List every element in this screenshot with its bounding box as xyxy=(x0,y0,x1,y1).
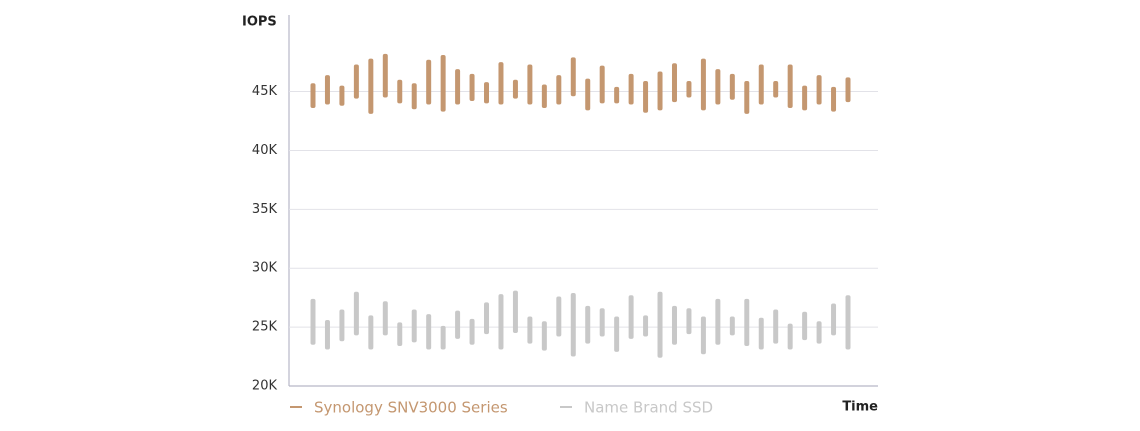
range-bar xyxy=(440,325,446,350)
range-bar xyxy=(339,85,345,106)
legend-label: Name Brand SSD xyxy=(584,399,713,417)
range-bar xyxy=(744,298,750,346)
range-bar xyxy=(715,298,721,345)
range-bar xyxy=(585,78,591,111)
range-bar xyxy=(382,301,388,336)
range-bar xyxy=(527,316,533,344)
range-bar xyxy=(802,311,808,341)
x-axis-title: Time xyxy=(842,400,878,415)
range-bar xyxy=(816,321,822,344)
range-bar xyxy=(802,85,808,111)
range-bar xyxy=(310,83,316,109)
range-bar xyxy=(700,316,706,355)
range-bar xyxy=(671,305,677,345)
range-bar xyxy=(498,294,504,350)
range-bar xyxy=(353,64,359,99)
legend-label: Synology SNV3000 Series xyxy=(314,399,508,417)
range-bar xyxy=(773,80,779,98)
range-bar xyxy=(469,318,475,345)
range-bar xyxy=(643,315,649,337)
range-bar xyxy=(715,69,721,105)
range-bar xyxy=(570,292,576,357)
range-bar xyxy=(512,79,518,99)
range-bar xyxy=(527,64,533,105)
range-bar xyxy=(469,73,475,101)
range-bar xyxy=(353,291,359,336)
range-bar xyxy=(411,83,417,110)
range-bar xyxy=(556,296,562,337)
range-bar xyxy=(657,291,663,358)
range-bar xyxy=(541,321,547,351)
range-bar xyxy=(787,323,793,350)
range-bar xyxy=(541,84,547,109)
range-bar xyxy=(628,295,634,339)
range-bar xyxy=(397,322,403,346)
range-bar xyxy=(671,63,677,103)
range-bar xyxy=(310,298,316,345)
range-bar xyxy=(686,308,692,335)
y-tick-label: 20K xyxy=(252,379,278,394)
range-bar xyxy=(845,77,851,103)
range-bar xyxy=(455,69,461,105)
range-bar xyxy=(455,310,461,339)
range-bar xyxy=(758,64,764,105)
range-bar xyxy=(614,316,620,352)
range-bar xyxy=(657,71,663,111)
range-bar xyxy=(758,317,764,350)
range-bar xyxy=(816,75,822,105)
range-bar xyxy=(787,64,793,109)
range-bar xyxy=(368,58,374,114)
range-bar xyxy=(324,75,330,105)
range-bar xyxy=(729,73,735,100)
range-bar xyxy=(411,309,417,343)
range-bar xyxy=(831,303,837,336)
y-tick-label: 45K xyxy=(252,84,278,99)
range-bar xyxy=(440,55,446,112)
range-bar xyxy=(585,305,591,344)
y-tick-label: 30K xyxy=(252,261,278,276)
range-bar xyxy=(324,320,330,350)
range-bar xyxy=(643,80,649,113)
range-bar xyxy=(599,308,605,337)
range-bar xyxy=(426,314,432,350)
range-bar xyxy=(845,295,851,350)
range-bar xyxy=(599,65,605,104)
y-tick-label: 25K xyxy=(252,320,278,335)
range-bar xyxy=(382,53,388,98)
range-bar xyxy=(744,80,750,114)
range-bar xyxy=(773,309,779,344)
range-bar xyxy=(426,59,432,105)
range-bar xyxy=(628,73,634,105)
range-bar xyxy=(512,290,518,333)
range-bar xyxy=(729,316,735,336)
range-bar xyxy=(484,82,490,104)
y-axis-title: IOPS xyxy=(242,15,277,30)
y-tick-label: 35K xyxy=(252,202,278,217)
range-bar xyxy=(570,57,576,97)
range-bar xyxy=(700,58,706,111)
range-bar xyxy=(686,80,692,98)
range-bar xyxy=(498,62,504,105)
range-bar xyxy=(556,75,562,105)
y-tick-label: 40K xyxy=(252,143,278,158)
range-bar xyxy=(339,309,345,342)
range-bar xyxy=(484,302,490,335)
range-bar xyxy=(831,86,837,112)
range-bar xyxy=(397,79,403,104)
range-bar xyxy=(614,86,620,104)
range-bar xyxy=(368,315,374,350)
